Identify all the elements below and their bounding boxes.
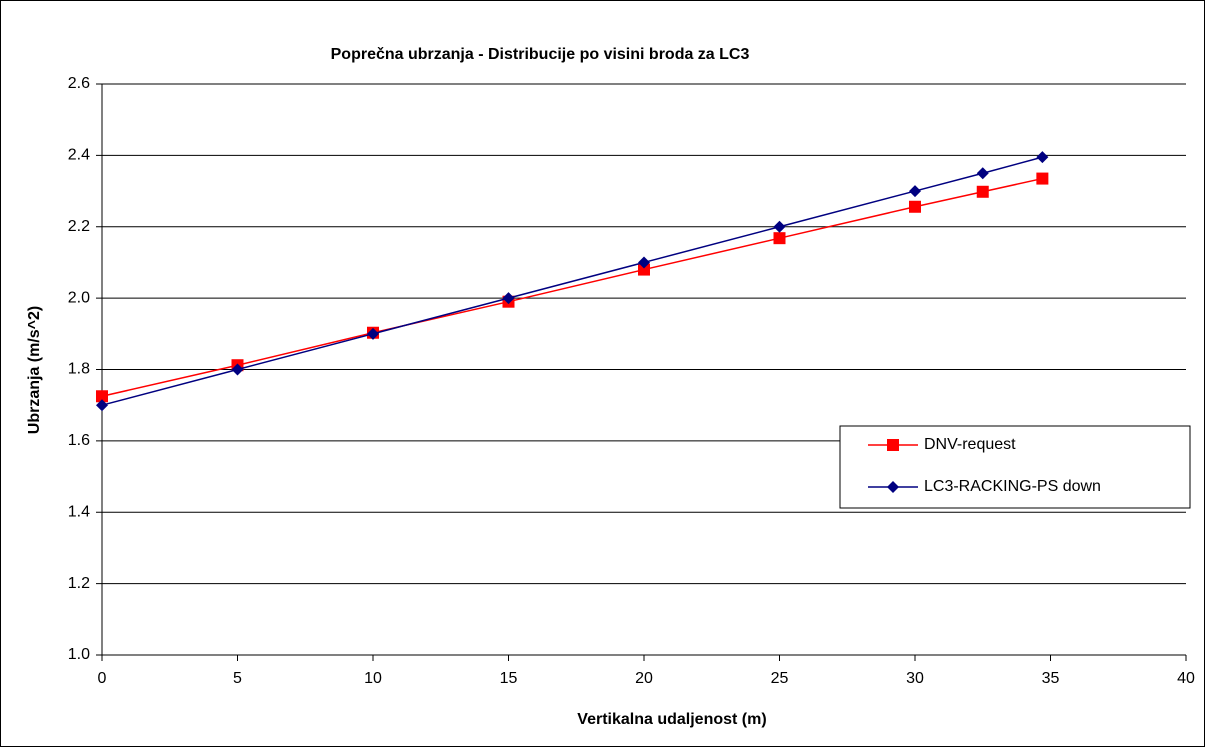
data-point [96,399,108,412]
x-tick-label: 30 [906,670,924,687]
x-tick-label: 5 [233,670,242,687]
x-tick-label: 40 [1177,670,1195,687]
data-point [96,390,108,403]
data-point [773,220,786,233]
y-tick-label: 1.6 [68,432,90,449]
y-tick-label: 2.2 [68,218,90,235]
data-point [367,327,379,340]
y-tick-label: 1.4 [68,503,90,520]
y-tick-label: 2.6 [68,75,90,92]
data-point [502,292,515,305]
y-tick-label: 2.0 [68,289,90,306]
data-point [231,363,244,376]
data-point [976,185,989,198]
data-point [1036,172,1049,185]
chart-title: Poprečna ubrzanja - Distribucije po visi… [331,46,750,63]
data-point [1036,151,1049,164]
y-tick-label: 1.2 [68,575,90,592]
data-point [638,256,650,269]
x-axis-label: Vertikalna udaljenost (m) [577,711,766,728]
data-point [909,200,921,213]
data-point [638,263,650,276]
x-tick-label: 10 [364,670,382,687]
y-tick-label: 1.0 [68,646,90,663]
x-tick-label: 15 [500,670,518,687]
legend-label: DNV-request [924,436,1016,453]
data-point [976,167,989,180]
data-point [909,185,921,198]
x-tick-label: 25 [771,670,789,687]
x-tick-label: 0 [98,670,107,687]
x-tick-label: 20 [635,670,653,687]
legend-label: LC3-RACKING-PS down [924,478,1101,495]
y-tick-label: 1.8 [68,361,90,378]
x-tick-label: 35 [1042,670,1060,687]
y-axis-label: Ubrzanja (m/s^2) [26,306,43,434]
legend-marker [887,481,899,493]
legend-marker [887,439,899,451]
y-tick-label: 2.4 [68,147,90,164]
data-point [773,232,786,245]
